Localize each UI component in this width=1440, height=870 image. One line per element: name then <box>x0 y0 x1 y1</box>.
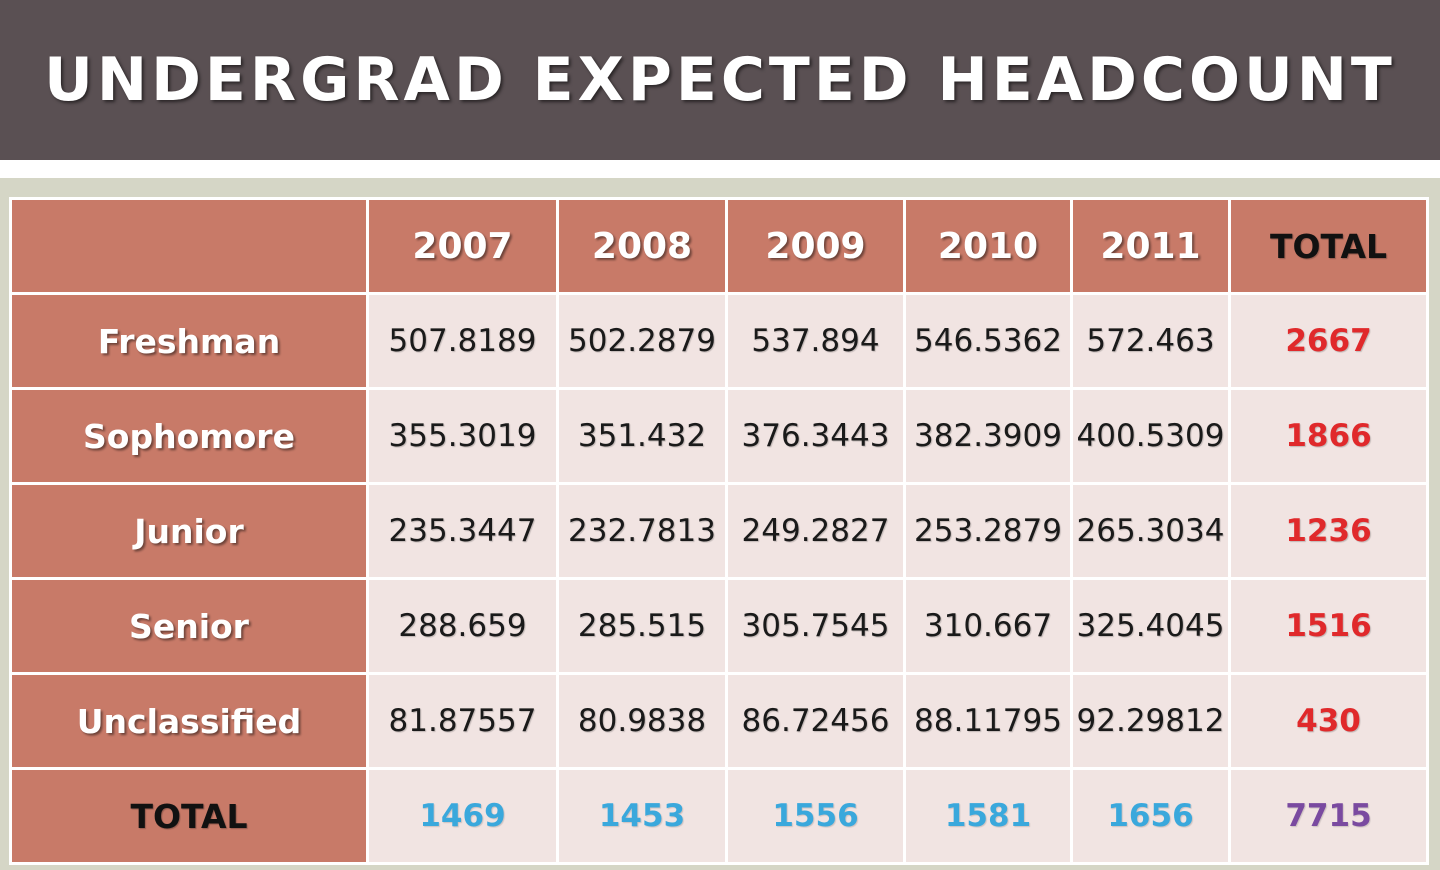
table-cell: 546.5362 <box>906 295 1070 387</box>
table-cell: 507.8189 <box>369 295 556 387</box>
corner-cell <box>12 200 366 292</box>
table-cell: 325.4045 <box>1073 580 1228 672</box>
table-row-freshman: Freshman 507.8189 502.2879 537.894 546.5… <box>12 295 1426 387</box>
column-total-2008: 1453 <box>559 770 725 862</box>
row-total-sophomore: 1866 <box>1231 390 1426 482</box>
title-bar: UNDERGRAD EXPECTED HEADCOUNT <box>0 0 1440 160</box>
table-cell: 355.3019 <box>369 390 556 482</box>
table-cell: 310.667 <box>906 580 1070 672</box>
table-cell: 249.2827 <box>728 485 903 577</box>
table-row-senior: Senior 288.659 285.515 305.7545 310.667 … <box>12 580 1426 672</box>
column-total-2007: 1469 <box>369 770 556 862</box>
table-cell: 288.659 <box>369 580 556 672</box>
table-cell: 351.432 <box>559 390 725 482</box>
table-cell: 232.7813 <box>559 485 725 577</box>
column-header-2010: 2010 <box>906 200 1070 292</box>
row-header-sophomore: Sophomore <box>12 390 366 482</box>
table-cell: 376.3443 <box>728 390 903 482</box>
row-header-freshman: Freshman <box>12 295 366 387</box>
table-row-unclassified: Unclassified 81.87557 80.9838 86.72456 8… <box>12 675 1426 767</box>
table-cell: 265.3034 <box>1073 485 1228 577</box>
table-container: 2007 2008 2009 2010 2011 TOTAL Freshman … <box>9 197 1429 865</box>
table-cell: 92.29812 <box>1073 675 1228 767</box>
table-row-sophomore: Sophomore 355.3019 351.432 376.3443 382.… <box>12 390 1426 482</box>
table-cell: 382.3909 <box>906 390 1070 482</box>
table-cell: 502.2879 <box>559 295 725 387</box>
column-header-2007: 2007 <box>369 200 556 292</box>
table-cell: 88.11795 <box>906 675 1070 767</box>
column-header-2009: 2009 <box>728 200 903 292</box>
table-cell: 400.5309 <box>1073 390 1228 482</box>
row-header-senior: Senior <box>12 580 366 672</box>
row-header-junior: Junior <box>12 485 366 577</box>
row-total-unclassified: 430 <box>1231 675 1426 767</box>
column-total-2010: 1581 <box>906 770 1070 862</box>
headcount-table: 2007 2008 2009 2010 2011 TOTAL Freshman … <box>9 197 1429 865</box>
header-row: 2007 2008 2009 2010 2011 TOTAL <box>12 200 1426 292</box>
column-header-2008: 2008 <box>559 200 725 292</box>
column-header-2011: 2011 <box>1073 200 1228 292</box>
column-total-2009: 1556 <box>728 770 903 862</box>
table-cell: 86.72456 <box>728 675 903 767</box>
column-total-2011: 1656 <box>1073 770 1228 862</box>
column-header-total: TOTAL <box>1231 200 1426 292</box>
table-cell: 235.3447 <box>369 485 556 577</box>
row-total-senior: 1516 <box>1231 580 1426 672</box>
table-cell: 285.515 <box>559 580 725 672</box>
row-total-junior: 1236 <box>1231 485 1426 577</box>
table-cell: 253.2879 <box>906 485 1070 577</box>
grand-total: 7715 <box>1231 770 1426 862</box>
row-header-unclassified: Unclassified <box>12 675 366 767</box>
table-cell: 81.87557 <box>369 675 556 767</box>
row-header-total: TOTAL <box>12 770 366 862</box>
table-cell: 537.894 <box>728 295 903 387</box>
table-cell: 80.9838 <box>559 675 725 767</box>
table-cell: 305.7545 <box>728 580 903 672</box>
table-row-total: TOTAL 1469 1453 1556 1581 1656 7715 <box>12 770 1426 862</box>
slide-title: UNDERGRAD EXPECTED HEADCOUNT <box>44 45 1396 115</box>
table-row-junior: Junior 235.3447 232.7813 249.2827 253.28… <box>12 485 1426 577</box>
table-cell: 572.463 <box>1073 295 1228 387</box>
divider-strip <box>0 160 1440 178</box>
row-total-freshman: 2667 <box>1231 295 1426 387</box>
